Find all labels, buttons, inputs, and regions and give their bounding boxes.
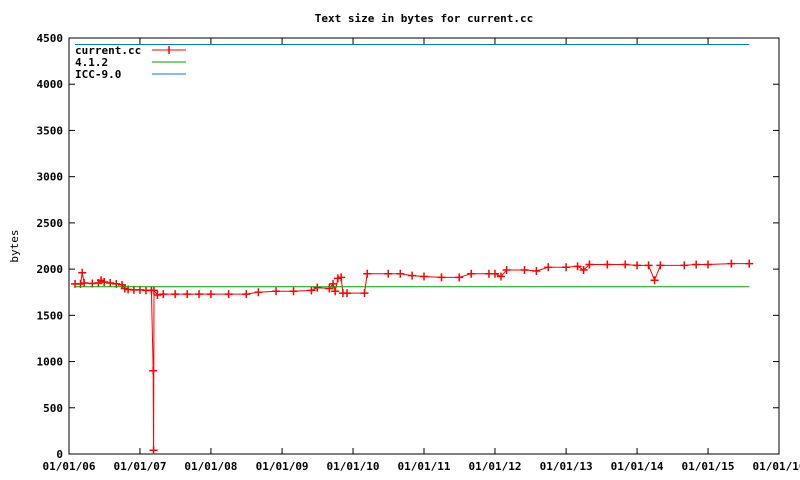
legend-label: current.cc [75,44,141,57]
data-point [603,260,612,269]
y-tick-label: 0 [56,448,63,461]
series-layer [71,44,754,455]
data-point [289,287,298,296]
data-point [384,269,393,278]
data-point [149,446,158,455]
y-tick-label: 3500 [37,124,64,137]
data-point [325,284,334,293]
data-point [313,283,322,292]
y-tick-label: 2500 [37,217,64,230]
legend-label: ICC-9.0 [75,68,121,81]
data-point [490,269,499,278]
data-point [149,366,158,375]
data-point [254,288,263,297]
x-tick-label: 01/01/14 [611,460,664,473]
data-point [633,261,642,270]
data-point [224,290,233,299]
y-tick-label: 3000 [37,171,64,184]
data-point [467,269,476,278]
x-tick-label: 01/01/10 [327,460,380,473]
x-tick-label: 01/01/08 [184,460,237,473]
x-tick-label: 01/01/09 [256,460,309,473]
data-point [520,266,529,275]
y-tick-label: 1500 [37,309,64,322]
data-point [183,290,192,299]
data-point [621,260,630,269]
data-point [206,290,215,299]
data-point [363,269,372,278]
data-point [195,290,204,299]
data-point [532,266,541,275]
x-tick-label: 01/01/11 [398,460,451,473]
data-point [242,290,251,299]
plot-axes [68,37,780,455]
data-point [153,290,162,299]
data-point [307,286,316,295]
x-tick-label: 01/01/13 [540,460,593,473]
data-point [272,287,281,296]
data-point [727,259,736,268]
data-point [149,286,158,295]
data-point [106,278,115,287]
y-axis-ticks: 0 500 1000 1500 2000 2500 3000 3500 4000 4500 [37,32,779,461]
x-tick-label: 01/01/06 [43,460,96,473]
y-tick-label: 4500 [37,32,64,45]
legend-label: 4.1.2 [75,56,108,69]
data-point [692,260,701,269]
data-point [579,266,588,275]
data-point [78,268,87,277]
plot-border [68,37,780,455]
data-point [455,273,464,282]
data-point [585,260,594,269]
data-point [396,269,405,278]
data-point [408,271,417,280]
data-point [496,272,505,281]
data-point [100,278,109,287]
data-point [171,290,180,299]
series-1 [71,259,754,455]
y-axis-label: bytes [8,229,21,262]
x-tick-label: 01/01/15 [682,460,735,473]
y-tick-label: 2000 [37,263,64,276]
data-point [704,260,713,269]
data-point [159,290,168,299]
data-point [502,266,511,275]
data-point [544,263,553,272]
series-line [75,263,750,451]
y-tick-label: 4000 [37,78,64,91]
chart-title: Text size in bytes for current.cc [315,12,534,25]
data-point [650,276,659,285]
data-point [437,273,446,282]
x-tick-label: 01/01/12 [468,460,521,473]
data-point [745,259,754,268]
data-point [360,289,369,298]
data-point [337,273,346,282]
data-point [562,263,571,272]
data-point [80,278,89,287]
data-point [573,262,582,271]
x-tick-label: 01/01/16 [753,460,800,473]
y-tick-label: 500 [43,402,63,415]
data-point [644,261,653,270]
data-point [680,261,689,270]
data-point [656,261,665,270]
x-axis-ticks: 01/01/06 01/01/07 01/01/08 01/01/09 01/01/10… [43,38,800,473]
y-tick-label: 1000 [37,356,64,369]
x-tick-label: 01/01/07 [113,460,166,473]
data-point [331,287,340,296]
data-point [343,289,352,298]
data-point [420,272,428,281]
